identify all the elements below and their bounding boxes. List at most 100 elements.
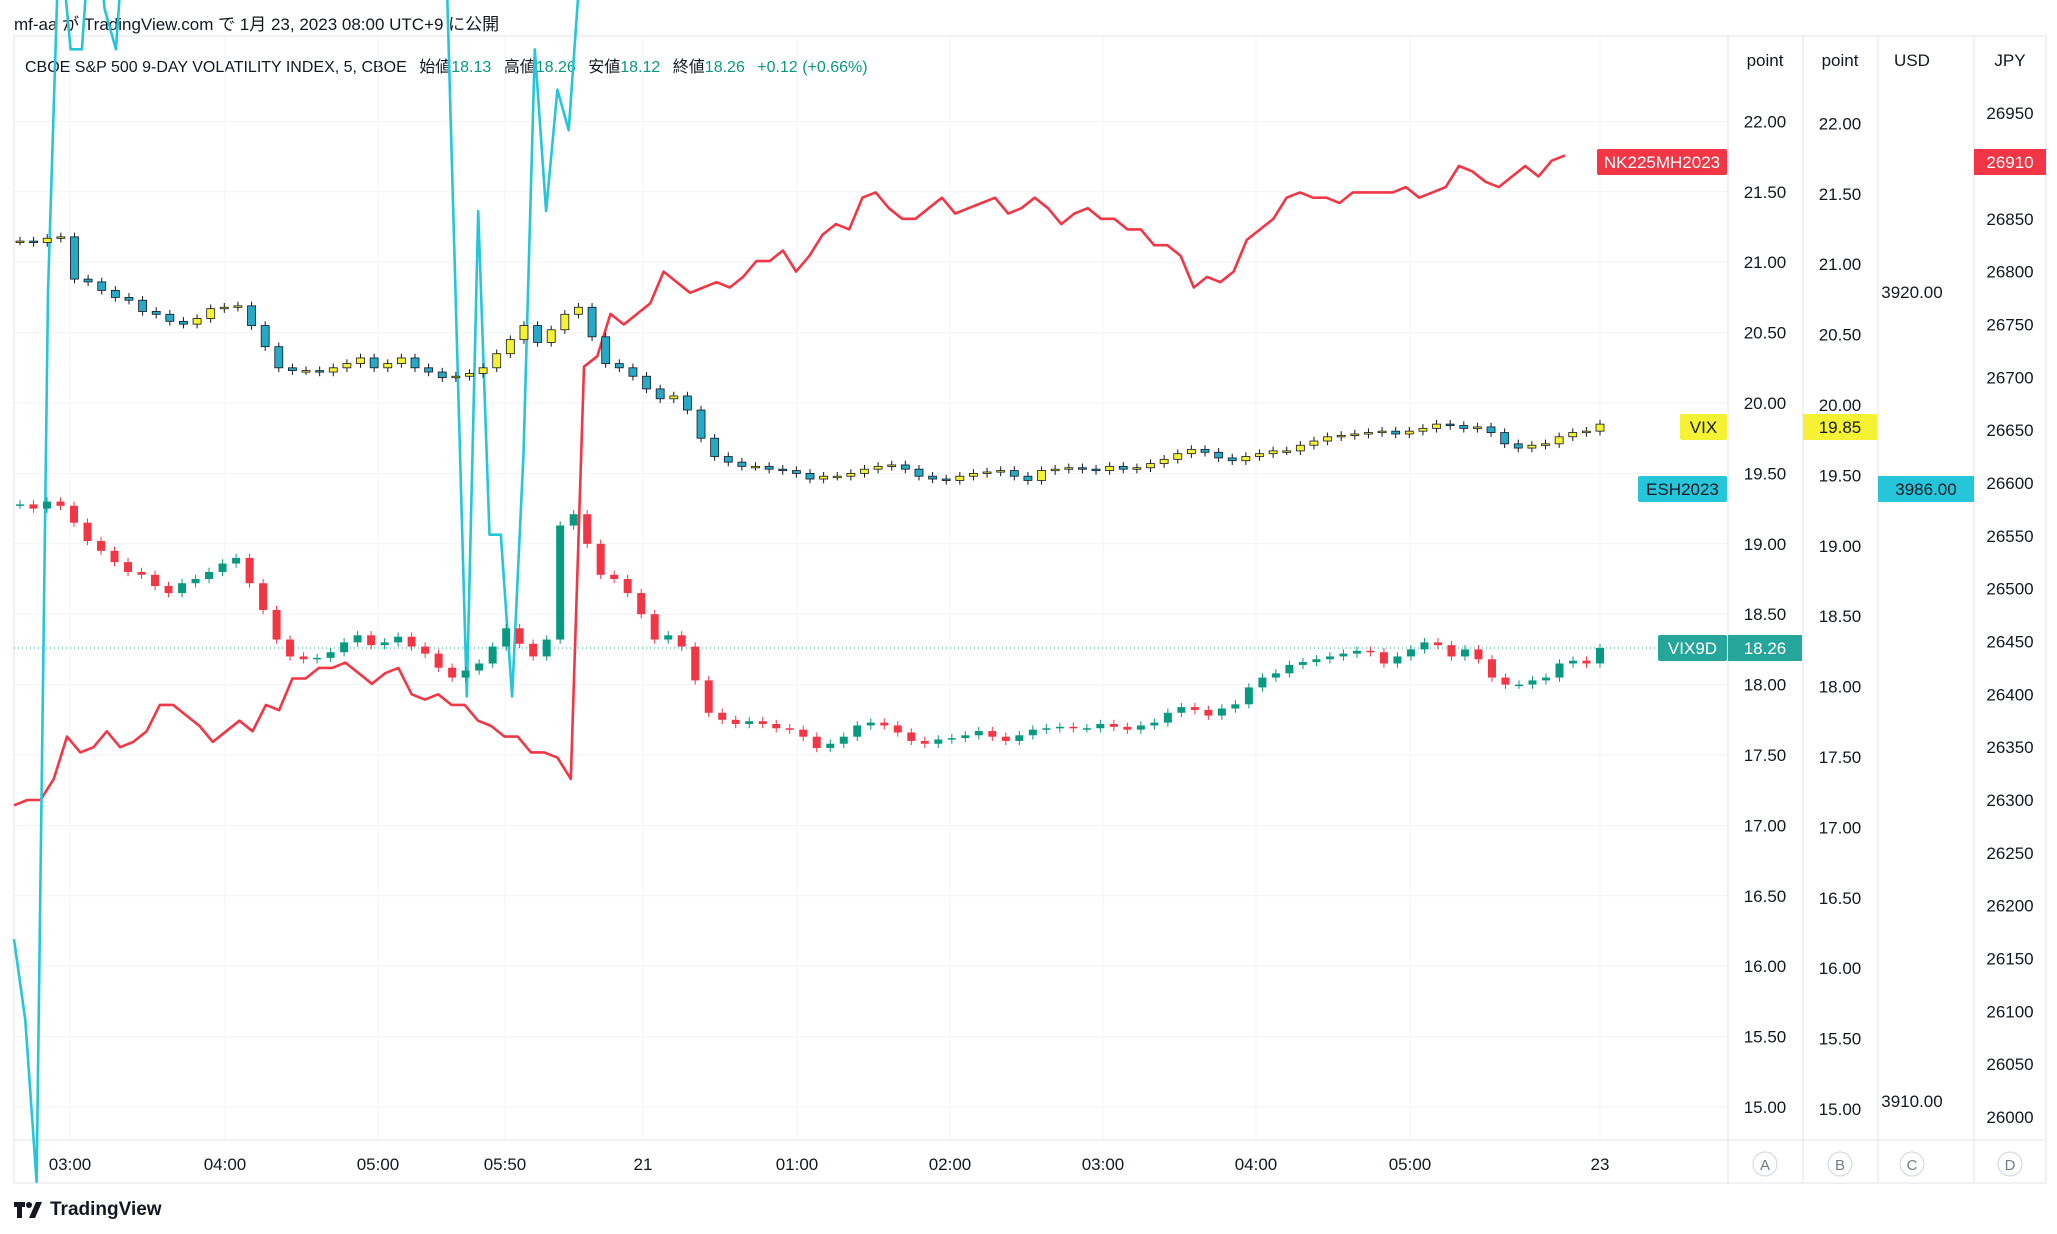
candle-body bbox=[1541, 677, 1550, 681]
axis-button-D bbox=[1997, 1151, 2023, 1177]
axis-tick-B: 22.00 bbox=[1819, 114, 1862, 133]
axis-tick-B: 16.00 bbox=[1819, 959, 1862, 978]
candle-body bbox=[1513, 443, 1523, 449]
candle-body bbox=[683, 395, 692, 411]
candle-body bbox=[758, 721, 767, 725]
axis-tag-nk-value-bg bbox=[1974, 149, 2046, 175]
candle-body bbox=[138, 299, 147, 312]
candle-body bbox=[1445, 423, 1455, 427]
candle-body bbox=[137, 571, 146, 575]
candle-body bbox=[342, 363, 352, 369]
candle-body bbox=[1514, 684, 1523, 687]
candle-body bbox=[245, 557, 254, 584]
candle-body bbox=[1023, 475, 1033, 481]
candle-body bbox=[70, 236, 79, 280]
candle-body bbox=[56, 236, 66, 239]
axis-tag-vix: VIX bbox=[1690, 418, 1717, 437]
axis-unit-label-A: point bbox=[1747, 51, 1784, 70]
candle-body bbox=[97, 281, 107, 291]
candle-body bbox=[83, 522, 92, 541]
axis-tag-vix-bg bbox=[1680, 414, 1727, 440]
candle-body bbox=[315, 370, 325, 373]
candle-body bbox=[596, 543, 605, 575]
axis-tick-A: 15.50 bbox=[1744, 1028, 1787, 1047]
candle-body bbox=[772, 724, 781, 729]
axis-tick-A: 22.00 bbox=[1744, 112, 1787, 131]
candle-body bbox=[367, 635, 376, 646]
legend-symbol[interactable]: CBOE S&P 500 9-DAY VOLATILITY INDEX, 5, … bbox=[25, 59, 407, 76]
candle-body bbox=[1050, 468, 1060, 472]
candle-body bbox=[247, 305, 256, 326]
candle-body bbox=[587, 306, 597, 338]
candle-body bbox=[272, 609, 281, 640]
axis-tick-A: 17.50 bbox=[1744, 746, 1787, 765]
candle-body bbox=[434, 653, 443, 668]
candle-body bbox=[1312, 659, 1321, 663]
time-tick-label: 05:00 bbox=[1389, 1155, 1432, 1174]
publish-attribution: mf-aa が TradingView.com で 1月 23, 2023 08… bbox=[14, 15, 500, 34]
tradingview-footer: TradingView bbox=[14, 1199, 162, 1221]
candle-body bbox=[380, 642, 389, 646]
candle-body bbox=[1377, 430, 1387, 434]
axis-tick-D: 26700 bbox=[1986, 368, 2033, 387]
candle-body bbox=[860, 468, 869, 474]
candle-body bbox=[233, 305, 243, 308]
axis-tick-A: 21.00 bbox=[1744, 253, 1787, 272]
candle-body bbox=[43, 501, 52, 509]
candle-body bbox=[928, 475, 937, 480]
candle-body bbox=[313, 657, 322, 660]
axis-tick-A: 20.00 bbox=[1744, 394, 1787, 413]
candle-body bbox=[533, 325, 542, 343]
axis-tick-B: 21.50 bbox=[1819, 185, 1862, 204]
candle-body bbox=[301, 370, 311, 373]
candle-body bbox=[583, 514, 592, 544]
candle-body bbox=[1404, 430, 1414, 435]
candle-body bbox=[448, 667, 457, 678]
candle-body bbox=[110, 550, 119, 563]
axis-tick-B: 17.50 bbox=[1819, 748, 1862, 767]
candle-body bbox=[1231, 704, 1240, 709]
candle-body bbox=[866, 722, 875, 726]
candle-body bbox=[1406, 649, 1415, 657]
candle-body bbox=[70, 505, 79, 523]
candle-body bbox=[529, 643, 538, 657]
candle-body bbox=[1227, 457, 1237, 462]
axis-tick-D: 26000 bbox=[1986, 1108, 2033, 1127]
candles-VIX bbox=[15, 232, 1605, 485]
axis-letter-C: C bbox=[1907, 1157, 1918, 1174]
candle-body bbox=[677, 635, 686, 647]
candle-body bbox=[421, 646, 430, 654]
candle-body bbox=[778, 468, 788, 472]
axis-tick-B: 17.00 bbox=[1819, 818, 1862, 837]
legend-close-label: 終値 bbox=[672, 59, 705, 76]
candle-body bbox=[515, 628, 524, 644]
candle-body bbox=[819, 475, 829, 480]
candle-body bbox=[1159, 458, 1169, 464]
axis-tick-D: 26350 bbox=[1986, 738, 2033, 757]
candle-body bbox=[1091, 468, 1101, 472]
candle-body bbox=[745, 721, 754, 725]
candle-body bbox=[974, 731, 983, 736]
candle-body bbox=[1420, 642, 1429, 650]
candle-body bbox=[465, 373, 474, 377]
axis-tick-B: 20.00 bbox=[1819, 396, 1862, 415]
candle-body bbox=[1295, 444, 1305, 452]
time-tick-label: 21 bbox=[634, 1155, 653, 1174]
axis-button-A bbox=[1752, 1151, 1778, 1177]
candle-body bbox=[1069, 726, 1078, 729]
candle-body bbox=[1366, 650, 1375, 653]
candle-body bbox=[542, 639, 551, 657]
candle-body bbox=[832, 475, 842, 479]
axis-tick-D: 26250 bbox=[1986, 844, 2033, 863]
time-tick-label: 03:00 bbox=[49, 1155, 92, 1174]
candle-body bbox=[1042, 728, 1051, 730]
axis-letter-A: A bbox=[1760, 1157, 1770, 1174]
candle-body bbox=[710, 437, 720, 457]
axis-tick-B: 18.00 bbox=[1819, 678, 1862, 697]
series-line-ESH2023 bbox=[12, 0, 580, 1184]
axis-tick-B: 15.50 bbox=[1819, 1030, 1862, 1049]
candle-body bbox=[492, 353, 502, 369]
axis-tag-vix9d-bg bbox=[1658, 635, 1727, 661]
candle-body bbox=[723, 456, 733, 463]
